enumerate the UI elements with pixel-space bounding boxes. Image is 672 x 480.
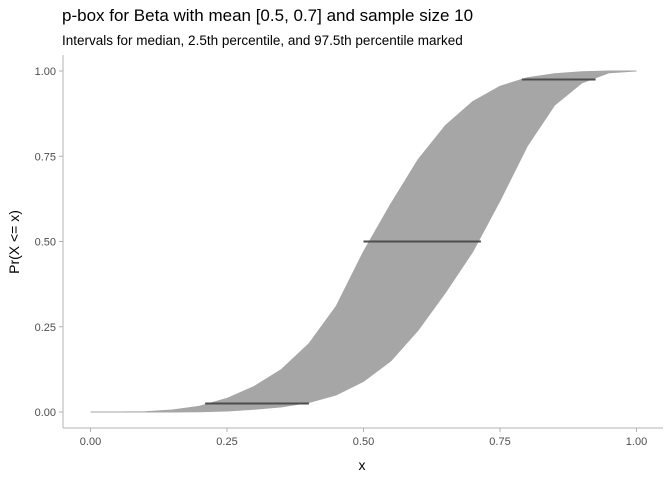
- y-axis-title: Pr(X <= x): [6, 210, 22, 274]
- pbox-band: [90, 70, 637, 413]
- x-tick-label: 0.50: [353, 436, 374, 448]
- x-tick-label: 0.25: [216, 436, 237, 448]
- y-tick-label: 0.50: [35, 237, 56, 249]
- x-axis-title: x: [359, 457, 366, 473]
- chart-subtitle: Intervals for median, 2.5th percentile, …: [62, 33, 463, 48]
- y-tick-label: 0.00: [35, 407, 56, 419]
- y-tick-label: 0.75: [35, 151, 56, 163]
- y-tick-label: 0.25: [35, 322, 56, 334]
- x-tick-label: 0.00: [80, 436, 101, 448]
- x-tick-label: 1.00: [626, 436, 647, 448]
- y-tick-label: 1.00: [35, 66, 56, 78]
- x-tick-label: 0.75: [489, 436, 510, 448]
- chart-title: p-box for Beta with mean [0.5, 0.7] and …: [62, 6, 474, 25]
